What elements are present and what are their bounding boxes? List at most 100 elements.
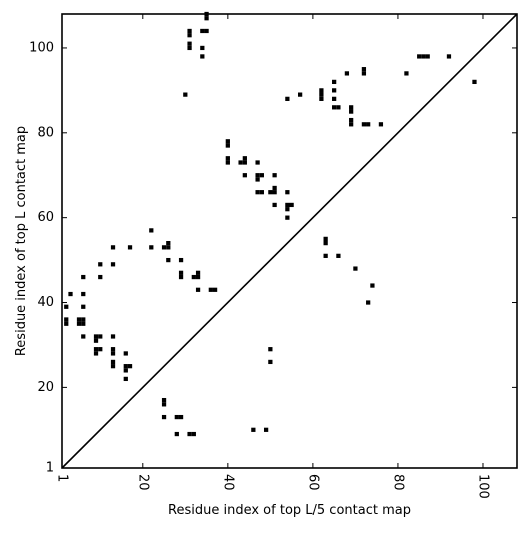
y-axis-label: Residue index of top L contact map <box>14 126 29 356</box>
contact-point <box>361 71 367 76</box>
contact-point <box>366 122 371 127</box>
contact-point <box>336 253 341 258</box>
contact-point <box>200 28 205 34</box>
contact-point <box>195 287 201 292</box>
contact-point <box>110 347 116 352</box>
contact-point <box>323 236 328 241</box>
contact-point <box>195 270 201 275</box>
x-tick-label: 40 <box>220 474 235 491</box>
contact-point <box>285 215 290 220</box>
contact-point <box>178 257 184 263</box>
contact-point <box>404 71 409 76</box>
x-tick-label: 100 <box>475 474 490 499</box>
contact-point <box>285 207 290 212</box>
contact-point <box>98 262 103 267</box>
contact-point <box>81 321 86 326</box>
contact-point <box>64 321 69 326</box>
x-tick-label: 20 <box>135 474 150 491</box>
contact-point <box>332 88 337 93</box>
contact-point <box>238 160 243 165</box>
contact-point <box>319 92 324 97</box>
plot-frame <box>61 13 518 469</box>
contact-point <box>272 202 277 208</box>
contact-point <box>353 266 358 271</box>
contact-point <box>161 397 167 403</box>
contact-point <box>251 427 256 432</box>
contact-point <box>166 257 171 263</box>
contact-point <box>64 304 69 309</box>
contact-point <box>174 414 179 420</box>
contact-point <box>298 92 303 97</box>
contact-point <box>259 190 264 195</box>
y-tick-label: 40 <box>37 295 54 310</box>
contact-point <box>110 334 116 339</box>
contact-point <box>81 317 86 322</box>
contact-point <box>285 96 290 101</box>
contact-point <box>344 71 350 76</box>
contact-point <box>255 190 260 195</box>
contact-point <box>323 241 328 246</box>
contact-point <box>319 88 324 93</box>
contact-point <box>110 351 116 356</box>
contact-point <box>166 241 171 246</box>
contact-point <box>472 79 477 85</box>
contact-point <box>200 54 205 59</box>
contact-point <box>225 156 230 161</box>
x-tick-label: 80 <box>390 474 405 491</box>
contact-point <box>187 33 192 38</box>
x-axis-label: Residue index of top L/5 contact map <box>168 503 411 518</box>
contact-point <box>255 177 260 182</box>
contact-point <box>272 173 277 178</box>
contact-point <box>378 122 384 127</box>
contact-point <box>349 109 354 114</box>
contact-point <box>127 245 133 250</box>
contact-point <box>98 274 103 280</box>
contact-point <box>259 173 264 178</box>
contact-point <box>110 359 116 365</box>
contact-point <box>178 414 184 420</box>
contact-point <box>263 427 269 432</box>
contact-point <box>161 414 167 420</box>
y-tick-label: 1 <box>46 461 54 476</box>
contact-point <box>446 54 452 59</box>
contact-point <box>187 28 192 34</box>
contact-point <box>127 364 133 369</box>
diagonal-line <box>61 13 518 469</box>
contact-point <box>64 317 69 322</box>
contact-point <box>361 67 367 72</box>
contact-point <box>204 16 209 21</box>
contact-point <box>81 291 86 297</box>
contact-point <box>323 253 328 258</box>
contact-point <box>110 262 116 267</box>
contact-point <box>268 190 273 195</box>
contact-point <box>93 351 99 356</box>
contact-point <box>425 54 430 59</box>
contact-point <box>285 190 290 195</box>
contact-point <box>81 304 86 309</box>
contact-point <box>98 334 103 339</box>
contact-point <box>110 245 116 250</box>
contact-point <box>332 105 337 110</box>
contact-point <box>272 185 277 191</box>
contact-point <box>349 122 354 127</box>
y-tick-label: 100 <box>29 40 54 55</box>
contact-point <box>187 431 192 437</box>
contact-point <box>370 283 375 288</box>
contact-point <box>187 45 192 51</box>
contact-point <box>76 321 82 326</box>
y-tick-label: 60 <box>37 210 54 225</box>
contact-point <box>68 291 73 297</box>
contact-point <box>272 190 277 195</box>
contact-point <box>81 274 86 280</box>
contact-point <box>149 228 154 233</box>
contact-point <box>268 347 273 352</box>
contact-point <box>212 287 218 292</box>
x-tick-label: 60 <box>305 474 320 491</box>
contact-point <box>421 54 426 59</box>
contact-point <box>242 173 247 178</box>
marks-layer <box>64 11 477 437</box>
contact-point <box>332 96 337 101</box>
contact-point <box>242 156 247 161</box>
